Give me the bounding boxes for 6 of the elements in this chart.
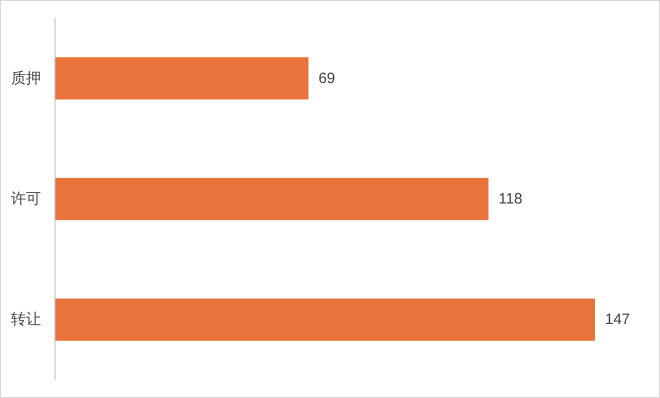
data-label: 147 [605, 311, 630, 328]
y-tick-label: 质押 [11, 70, 41, 87]
y-tick-label: 许可 [11, 190, 41, 208]
y-tick-label: 转让 [11, 311, 41, 328]
data-label: 118 [498, 190, 522, 208]
data-label: 69 [318, 70, 336, 87]
